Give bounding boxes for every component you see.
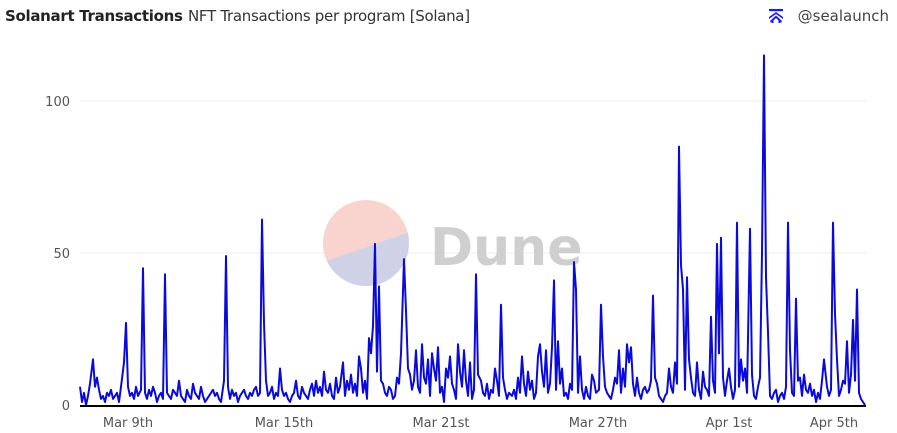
x-tick-label: Apr 5th: [810, 416, 858, 431]
chart-title: Solanart Transactions: [5, 7, 183, 25]
x-tick-label: Mar 27th: [569, 416, 628, 431]
y-tick-label: 0: [62, 399, 70, 414]
dune-watermark: Dune: [323, 200, 582, 286]
x-tick-label: Mar 9th: [103, 416, 153, 431]
chart-header: Solanart Transactions NFT Transactions p…: [0, 0, 897, 34]
x-tick-label: Mar 15th: [255, 416, 314, 431]
x-tick-label: Apr 1st: [706, 416, 753, 431]
author-handle: @sealaunch: [797, 7, 889, 25]
series-line: [79, 54, 866, 406]
x-axis: Mar 9th Mar 15th Mar 21st Mar 27th Apr 1…: [103, 416, 858, 431]
author-link[interactable]: @sealaunch: [768, 7, 889, 25]
y-axis: 100 50 0: [45, 95, 70, 414]
y-tick-label: 50: [53, 247, 70, 262]
chart-subtitle: NFT Transactions per program [Solana]: [188, 7, 470, 25]
gridlines: [80, 100, 866, 254]
watermark-text: Dune: [430, 218, 582, 278]
sealaunch-logo-icon: [768, 9, 783, 23]
y-tick-label: 100: [45, 95, 70, 110]
x-tick-label: Mar 21st: [412, 416, 469, 431]
